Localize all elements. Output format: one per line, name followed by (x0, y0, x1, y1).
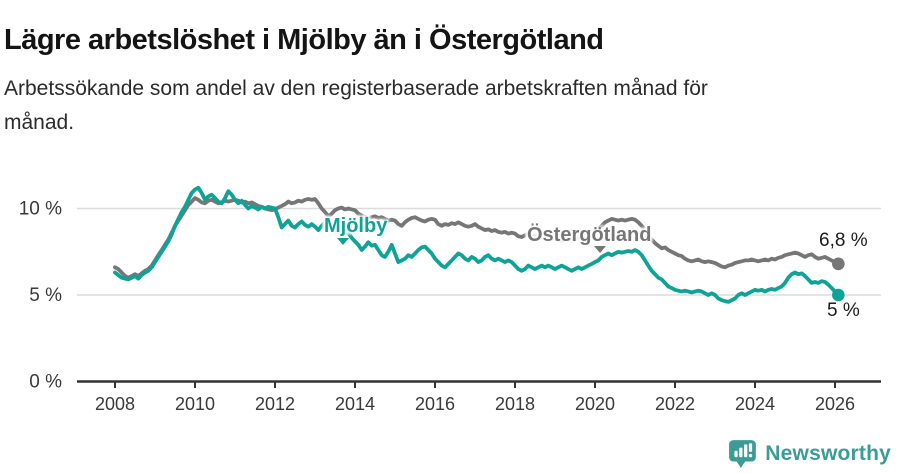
series-end-dot-östergötland (832, 257, 845, 271)
end-value-label-ostergotland: 6,8 % (819, 230, 868, 251)
y-tick-label: 5 % (29, 285, 62, 306)
subtitle-line-2: månad. (4, 111, 75, 134)
end-value-label-mjolby: 5 % (827, 300, 860, 321)
x-tick-label: 2026 (815, 394, 855, 414)
x-tick-label: 2024 (735, 394, 775, 414)
x-tick-label: 2014 (335, 394, 375, 414)
series-label-ostergotland: Östergötland (527, 224, 652, 246)
series-label-mjolby: Mjölby (324, 215, 388, 237)
y-tick-label: 0 % (29, 372, 62, 393)
x-tick-label: 2010 (175, 394, 215, 414)
series-line-östergötland (113, 196, 841, 280)
page-title: Lägre arbetslöshet i Mjölby än i Östergö… (4, 24, 604, 57)
y-tick-label: 10 % (19, 199, 62, 220)
x-tick-label: 2012 (255, 394, 295, 414)
chart-subtitle: Arbetssökande som andel av den registerb… (4, 72, 708, 140)
x-tick-label: 2018 (495, 394, 535, 414)
series-label-mjolby-caret (337, 238, 349, 245)
series-line-mjölby (113, 185, 841, 304)
x-tick-label: 2020 (575, 394, 615, 414)
subtitle-line-1: Arbetssökande som andel av den registerb… (4, 77, 708, 100)
series-label-ostergotland-caret (594, 246, 606, 253)
x-tick-label: 2008 (95, 394, 135, 414)
x-tick-label: 2016 (415, 394, 455, 414)
newsworthy-logo-text: Newsworthy (765, 442, 891, 465)
x-tick-label: 2022 (655, 394, 695, 414)
series-end-dot-mjölby (832, 288, 845, 302)
newsworthy-pin-icon (729, 440, 757, 468)
newsworthy-logo: Newsworthy (728, 439, 891, 469)
